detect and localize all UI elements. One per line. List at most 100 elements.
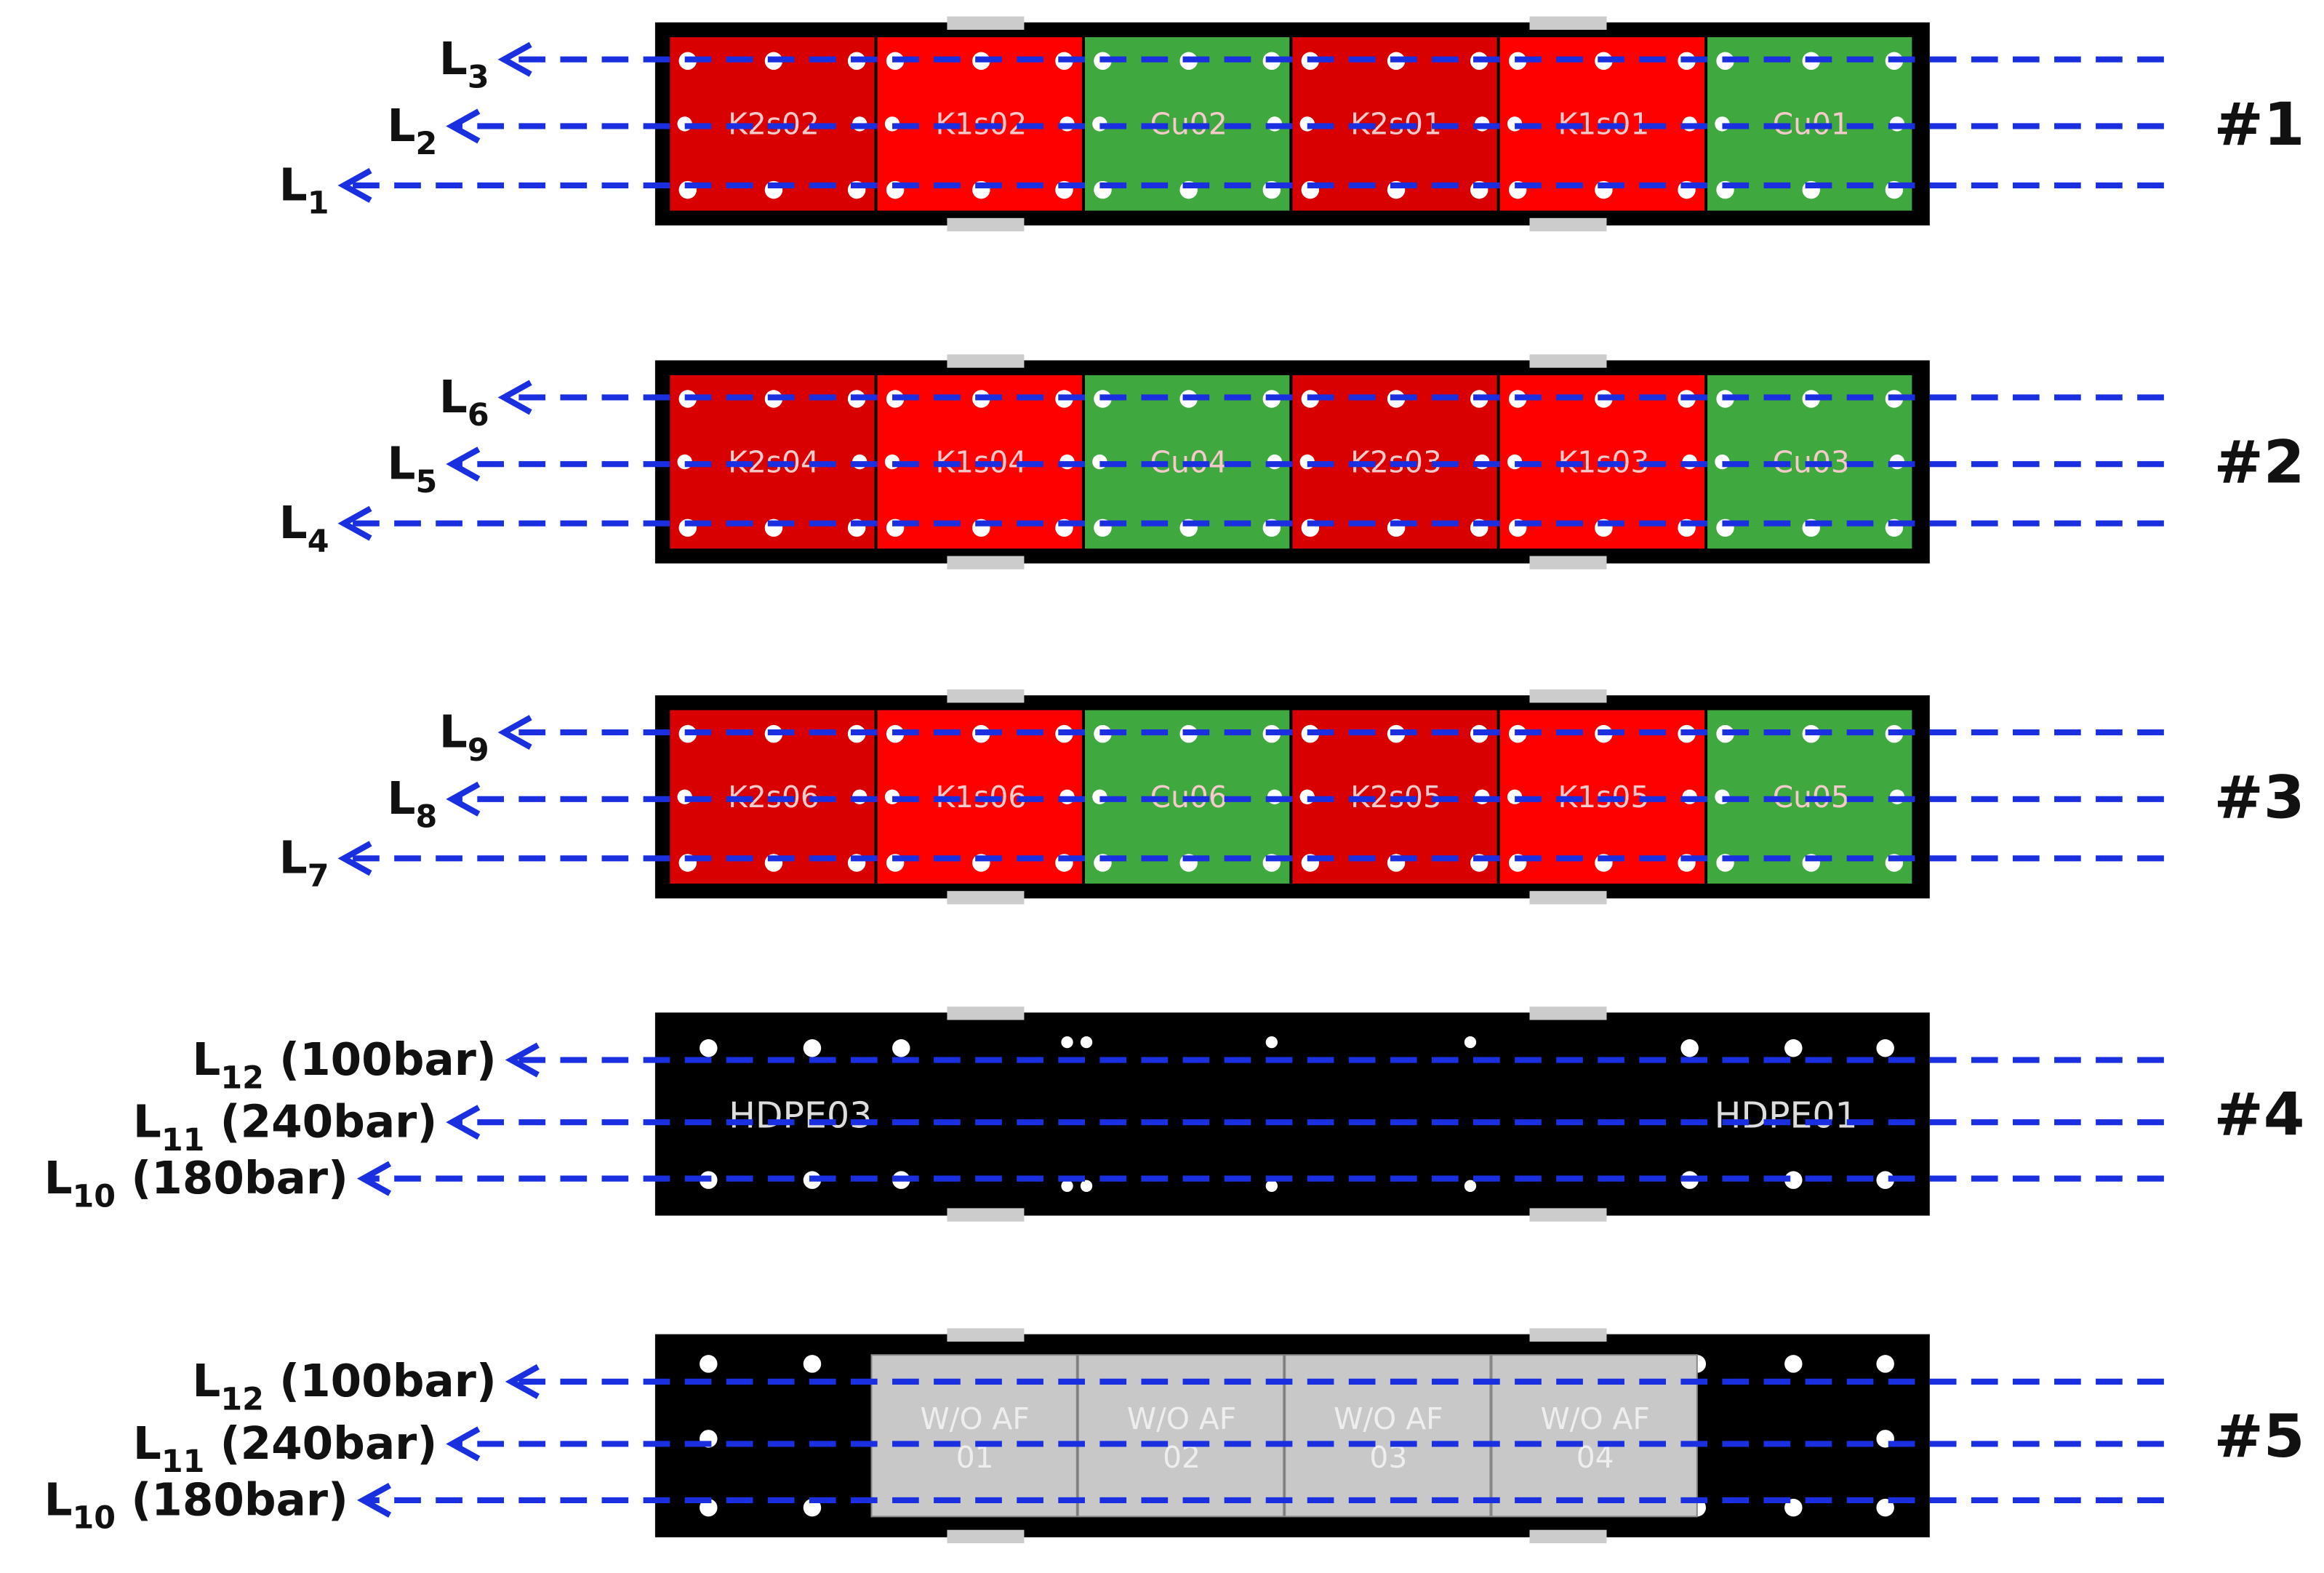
line-label: L12 (100bar) [192, 1034, 496, 1096]
clamp-tab [947, 16, 1025, 30]
clamp-tab [1529, 1208, 1607, 1222]
line-letter: L [388, 439, 416, 490]
clamp-tab [1529, 217, 1607, 232]
bolt [1061, 1180, 1073, 1192]
line-label: L5 [388, 439, 438, 500]
panel-id: #5 [2213, 1402, 2304, 1471]
arrow-head [497, 715, 532, 751]
line-label: L2 [388, 100, 438, 162]
bolt [700, 1355, 718, 1373]
line-subscript: 12 [220, 1060, 264, 1096]
arrow-head [337, 841, 372, 876]
line-letter: L [192, 1034, 220, 1086]
cell-label: W/O AF [920, 1401, 1029, 1436]
clamp-tab [1529, 1328, 1607, 1342]
arrow-head [505, 1042, 540, 1078]
line-subscript: 2 [416, 126, 438, 162]
clamp-tab [947, 1208, 1025, 1222]
line-label: L3 [439, 33, 489, 95]
line-label: L4 [279, 497, 329, 559]
line-pressure: (180bar) [116, 1153, 348, 1204]
line-subscript: 11 [161, 1122, 205, 1158]
line-label: L9 [439, 706, 489, 768]
panel-id: #4 [2213, 1080, 2304, 1149]
line-pressure: (100bar) [264, 1356, 497, 1407]
clamp-tab [947, 689, 1025, 703]
line-letter: L [439, 706, 468, 758]
bolt [1080, 1036, 1093, 1049]
arrow-head [356, 1482, 392, 1518]
arrow-head [505, 1364, 540, 1399]
bolt [1265, 1180, 1278, 1192]
line-label: L10 (180bar) [44, 1474, 348, 1536]
line-letter: L [44, 1153, 73, 1204]
line-letter: L [439, 372, 468, 423]
arrow-head [497, 41, 532, 77]
bolt [1680, 1039, 1699, 1057]
line-pressure: (180bar) [116, 1474, 348, 1526]
line-label: L12 (100bar) [192, 1356, 496, 1417]
clamp-tab [947, 891, 1025, 905]
clamp-tab [947, 556, 1025, 569]
arrow-head [446, 447, 481, 482]
line-letter: L [439, 33, 468, 85]
bolt [1265, 1036, 1278, 1049]
line-letter: L [388, 773, 416, 825]
line-label: L6 [439, 372, 489, 433]
clamp-tab [1529, 354, 1607, 368]
line-pressure: (240bar) [204, 1418, 437, 1470]
cell-label: W/O AF [1127, 1401, 1236, 1436]
line-subscript: 10 [73, 1500, 116, 1537]
panel-id: #2 [2213, 428, 2304, 497]
bolt [892, 1039, 910, 1057]
sample-plate [654, 1012, 1930, 1216]
line-subscript: 4 [308, 523, 329, 559]
line-subscript: 11 [161, 1444, 205, 1480]
bolt [1464, 1180, 1477, 1192]
arrow-head [446, 108, 481, 144]
bolt [803, 1355, 822, 1373]
arrow-head [446, 781, 481, 817]
line-subscript: 5 [416, 464, 438, 500]
cell-label: W/O AF [1540, 1401, 1649, 1436]
line-label: L11 (240bar) [133, 1418, 437, 1480]
arrow-head [497, 380, 532, 415]
line-letter: L [133, 1097, 161, 1148]
clamp-tab [947, 1006, 1025, 1020]
clamp-tab [1529, 556, 1607, 569]
line-subscript: 10 [73, 1178, 116, 1214]
bolt [1061, 1036, 1073, 1049]
panel-id: #1 [2213, 90, 2304, 159]
line-label: L11 (240bar) [133, 1097, 437, 1158]
bolt [1464, 1036, 1477, 1049]
bolt [1784, 1355, 1803, 1373]
line-letter: L [279, 833, 308, 884]
line-label: L10 (180bar) [44, 1153, 348, 1214]
bolt [1876, 1355, 1894, 1373]
bolt [1784, 1039, 1803, 1057]
clamp-tab [1529, 16, 1607, 30]
bolt [1876, 1039, 1894, 1057]
line-letter: L [279, 497, 308, 549]
arrow-head [356, 1161, 392, 1196]
clamp-tab [1529, 891, 1607, 905]
line-label: L7 [279, 833, 329, 894]
marker-label: HDPE03 [729, 1094, 872, 1136]
line-letter: L [279, 159, 308, 211]
arrow-head [446, 1105, 481, 1140]
clamp-tab [947, 354, 1025, 368]
bolt [803, 1039, 822, 1057]
marker-label: HDPE01 [1715, 1094, 1858, 1136]
line-subscript: 1 [308, 185, 329, 222]
line-label: L1 [279, 159, 329, 221]
line-letter: L [44, 1474, 73, 1526]
clamp-tab [1529, 689, 1607, 703]
line-subscript: 7 [308, 858, 329, 894]
line-letter: L [133, 1418, 161, 1470]
cell-label: W/O AF [1334, 1401, 1443, 1436]
arrow-head [337, 168, 372, 203]
line-pressure: (240bar) [204, 1097, 437, 1148]
clamp-tab [947, 1328, 1025, 1342]
bolt [1080, 1180, 1093, 1192]
